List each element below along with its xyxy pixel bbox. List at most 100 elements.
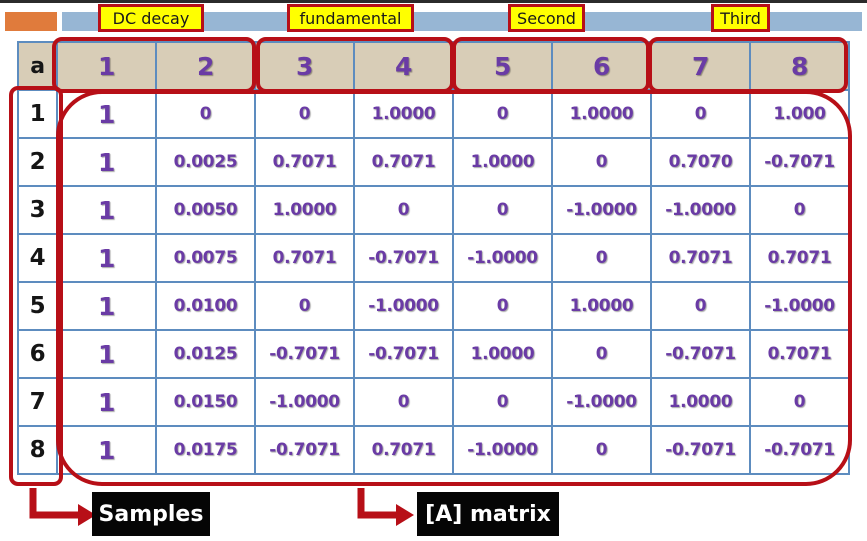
sample-index-cell: 5 bbox=[17, 281, 58, 331]
matrix-cell: 0 bbox=[452, 281, 553, 331]
matrix-cell: 1.0000 bbox=[353, 89, 454, 139]
matrix-cell: -1.0000 bbox=[452, 233, 553, 283]
matrix-cell: 0.7071 bbox=[749, 329, 850, 379]
matrix-cell: 1.0000 bbox=[452, 329, 553, 379]
matrix-cell: 0.0175 bbox=[155, 425, 256, 475]
table-row: 1 1 0 0 1.0000 0 1.0000 0 1.000 bbox=[17, 89, 850, 139]
sample-index-cell: 7 bbox=[17, 377, 58, 427]
column-header: 3 bbox=[254, 41, 355, 91]
matrix-cell: -0.7071 bbox=[749, 425, 850, 475]
table-row: 5 1 0.0100 0 -1.0000 0 1.0000 0 -1.0000 bbox=[17, 281, 850, 331]
matrix-cell: 0.7071 bbox=[254, 233, 355, 283]
matrix-cell: 0.7071 bbox=[749, 233, 850, 283]
matrix-cell: 0 bbox=[452, 89, 553, 139]
column-header: 6 bbox=[551, 41, 652, 91]
matrix-cell: 0 bbox=[254, 89, 355, 139]
column-header: 8 bbox=[749, 41, 850, 91]
table-row: 2 1 0.0025 0.7071 0.7071 1.0000 0 0.7070 -0.7071 bbox=[17, 137, 850, 187]
matrix-cell: 0.0025 bbox=[155, 137, 256, 187]
group-label-fundamental: fundamental bbox=[287, 4, 414, 32]
matrix-cell: -1.0000 bbox=[551, 185, 652, 235]
table-row: 8 1 0.0175 -0.7071 0.7071 -1.0000 0 -0.7071 -0.7… bbox=[17, 425, 850, 475]
table-row: 6 1 0.0125 -0.7071 -0.7071 1.0000 0 -0.7071 0.70… bbox=[17, 329, 850, 379]
matrix-cell: -1.0000 bbox=[551, 377, 652, 427]
matrix-cell: 1 bbox=[56, 89, 157, 139]
matrix-cell: -0.7071 bbox=[749, 137, 850, 187]
matrix-arrowhead-icon bbox=[396, 504, 414, 526]
a-matrix-label: [A] matrix bbox=[417, 492, 559, 536]
matrix-cell: -0.7071 bbox=[650, 329, 751, 379]
table-row: 7 1 0.0150 -1.0000 0 0 -1.0000 1.0000 0 bbox=[17, 377, 850, 427]
matrix-cell: 0 bbox=[551, 137, 652, 187]
matrix-cell: 0.0150 bbox=[155, 377, 256, 427]
column-header: 7 bbox=[650, 41, 751, 91]
group-label-dc-decay: DC decay bbox=[98, 4, 204, 32]
matrix-cell: 0.7070 bbox=[650, 137, 751, 187]
matrix-cell: 0.7071 bbox=[353, 425, 454, 475]
table-row: 3 1 0.0050 1.0000 0 0 -1.0000 -1.0000 0 bbox=[17, 185, 850, 235]
matrix-cell: 0.0050 bbox=[155, 185, 256, 235]
sample-index-cell: 4 bbox=[17, 233, 58, 283]
matrix-cell: 1 bbox=[56, 233, 157, 283]
matrix-cell: 1.0000 bbox=[452, 137, 553, 187]
matrix-cell: 0 bbox=[353, 377, 454, 427]
matrix-cell: 0 bbox=[749, 377, 850, 427]
matrix-cell: 0.0125 bbox=[155, 329, 256, 379]
matrix-cell: 1.000 bbox=[749, 89, 850, 139]
matrix-cell: -1.0000 bbox=[650, 185, 751, 235]
matrix-table: a 1 2 3 4 5 6 7 8 1 1 0 0 1.0000 0 1.0000 0 1.00… bbox=[17, 41, 850, 475]
matrix-cell: 1 bbox=[56, 137, 157, 187]
matrix-cell: -0.7071 bbox=[254, 329, 355, 379]
blue-title-band bbox=[62, 12, 862, 31]
matrix-cell: 0 bbox=[452, 185, 553, 235]
group-label-second: Second bbox=[508, 4, 585, 32]
matrix-cell: -1.0000 bbox=[353, 281, 454, 331]
matrix-cell: -1.0000 bbox=[452, 425, 553, 475]
matrix-cell: 0 bbox=[551, 233, 652, 283]
column-header: 4 bbox=[353, 41, 454, 91]
matrix-cell: 0.0100 bbox=[155, 281, 256, 331]
group-label-third: Third bbox=[711, 4, 770, 32]
matrix-cell: -0.7071 bbox=[650, 425, 751, 475]
matrix-cell: 1.0000 bbox=[551, 281, 652, 331]
matrix-cell: 0.7071 bbox=[650, 233, 751, 283]
matrix-cell: -0.7071 bbox=[353, 329, 454, 379]
matrix-cell: 1 bbox=[56, 185, 157, 235]
column-header-row: a 1 2 3 4 5 6 7 8 bbox=[17, 41, 850, 91]
matrix-cell: 0.7071 bbox=[254, 137, 355, 187]
matrix-cell: 0.7071 bbox=[353, 137, 454, 187]
matrix-cell: 0 bbox=[353, 185, 454, 235]
sample-index-cell: 8 bbox=[17, 425, 58, 475]
sample-index-cell: 1 bbox=[17, 89, 58, 139]
matrix-cell: 1.0000 bbox=[551, 89, 652, 139]
matrix-cell: 1.0000 bbox=[650, 377, 751, 427]
sample-index-cell: 2 bbox=[17, 137, 58, 187]
matrix-cell: 0.0075 bbox=[155, 233, 256, 283]
matrix-cell: -0.7071 bbox=[353, 233, 454, 283]
samples-arrow-icon bbox=[29, 488, 80, 519]
matrix-cell: 0 bbox=[551, 329, 652, 379]
sample-index-cell: 6 bbox=[17, 329, 58, 379]
matrix-cell: 0 bbox=[452, 377, 553, 427]
matrix-cell: 0 bbox=[650, 281, 751, 331]
top-rule bbox=[0, 0, 867, 3]
matrix-cell: 0 bbox=[155, 89, 256, 139]
samples-label: Samples bbox=[92, 492, 210, 536]
matrix-cell: 1 bbox=[56, 329, 157, 379]
sample-index-cell: 3 bbox=[17, 185, 58, 235]
matrix-cell: -0.7071 bbox=[254, 425, 355, 475]
table-row: 4 1 0.0075 0.7071 -0.7071 -1.0000 0 0.7071 0.707… bbox=[17, 233, 850, 283]
matrix-arrow-icon bbox=[357, 488, 398, 519]
matrix-cell: -1.0000 bbox=[254, 377, 355, 427]
column-header: 2 bbox=[155, 41, 256, 91]
matrix-cell: 1 bbox=[56, 281, 157, 331]
matrix-cell: 0 bbox=[650, 89, 751, 139]
corner-cell: a bbox=[17, 41, 58, 91]
matrix-cell: 1 bbox=[56, 425, 157, 475]
matrix-cell: 0 bbox=[254, 281, 355, 331]
matrix-cell: 0 bbox=[749, 185, 850, 235]
column-header: 1 bbox=[56, 41, 157, 91]
matrix-cell: -1.0000 bbox=[749, 281, 850, 331]
orange-accent-block bbox=[5, 12, 57, 31]
matrix-cell: 1.0000 bbox=[254, 185, 355, 235]
